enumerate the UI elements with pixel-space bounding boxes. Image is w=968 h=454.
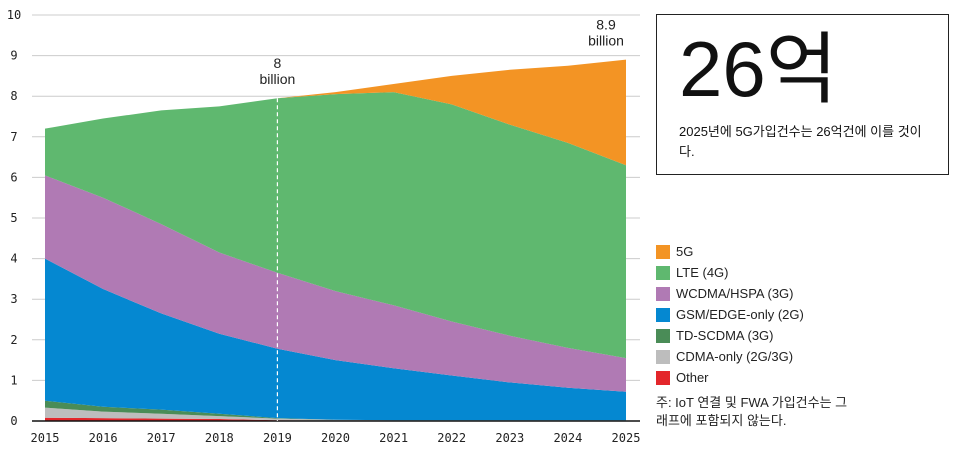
y-tick-label: 9 xyxy=(10,49,17,63)
legend-swatch xyxy=(656,370,670,385)
callout-text: 2025년에 5G가입건수는 26억건에 이를 것이다. xyxy=(679,124,922,159)
legend-label: GSM/EDGE-only (2G) xyxy=(676,307,804,322)
y-tick-label: 0 xyxy=(10,414,17,428)
legend-item: WCDMA/HSPA (3G) xyxy=(656,283,804,304)
y-tick-label: 8 xyxy=(10,89,17,103)
x-tick-label: 2019 xyxy=(263,431,292,445)
legend: 5G LTE (4G) WCDMA/HSPA (3G) GSM/EDGE-only (… xyxy=(656,241,804,388)
y-tick-label: 5 xyxy=(10,211,17,225)
legend-item: GSM/EDGE-only (2G) xyxy=(656,304,804,325)
legend-swatch xyxy=(656,286,670,301)
legend-label: CDMA-only (2G/3G) xyxy=(676,349,794,364)
area-5g xyxy=(45,59,626,166)
footnote: 주: IoT 연결 및 FWA 가입건수는 그래프에 포함되지 않는다. xyxy=(656,395,848,428)
x-tick-label: 2018 xyxy=(205,431,234,445)
x-tick-label: 2023 xyxy=(495,431,524,445)
x-tick-label: 2021 xyxy=(379,431,408,445)
legend-swatch xyxy=(656,349,670,364)
legend-item: LTE (4G) xyxy=(656,262,804,283)
y-tick-label: 2 xyxy=(10,333,17,347)
x-tick-label: 2015 xyxy=(31,431,60,445)
x-tick-label: 2022 xyxy=(437,431,466,445)
legend-swatch xyxy=(656,307,670,322)
annotation-label: billion xyxy=(588,33,624,49)
legend-label: Other xyxy=(676,370,709,385)
y-tick-label: 7 xyxy=(10,130,17,144)
annotation-label: 8.9 xyxy=(596,17,616,33)
legend-label: WCDMA/HSPA (3G) xyxy=(676,286,794,301)
area-td-scdma-3g- xyxy=(45,400,626,421)
y-tick-label: 10 xyxy=(7,8,21,22)
x-tick-label: 2020 xyxy=(321,431,350,445)
legend-item: Other xyxy=(656,367,804,388)
stacked-area-chart: 0 1 2 3 4 5 6 7 8 9 10 2015 2016 2017 2018 2019 2020 2021… xyxy=(7,8,641,445)
legend-swatch xyxy=(656,265,670,280)
annotation-label: 8 xyxy=(274,55,282,71)
area-other xyxy=(45,417,626,421)
area-wcdma-hspa-3g- xyxy=(45,175,626,392)
x-tick-label: 2017 xyxy=(147,431,176,445)
legend-swatch xyxy=(656,244,670,259)
area-gsm-edge-only-2g- xyxy=(45,258,626,421)
legend-label: 5G xyxy=(676,244,694,259)
callout-box: 26억 2025년에 5G가입건수는 26억건에 이를 것이다. xyxy=(656,14,949,175)
legend-label: TD-SCDMA (3G) xyxy=(676,328,774,343)
legend-swatch xyxy=(656,328,670,343)
x-tick-label: 2024 xyxy=(553,431,582,445)
callout-figure: 26억 xyxy=(679,25,838,113)
annotation-label: billion xyxy=(259,71,295,87)
legend-item: 5G xyxy=(656,241,804,262)
x-tick-label: 2016 xyxy=(89,431,118,445)
legend-label: LTE (4G) xyxy=(676,265,729,280)
legend-item: CDMA-only (2G/3G) xyxy=(656,346,804,367)
area-lte-4g- xyxy=(45,92,626,359)
y-tick-label: 4 xyxy=(10,252,17,266)
y-tick-label: 6 xyxy=(10,170,17,184)
y-tick-label: 3 xyxy=(10,292,17,306)
y-tick-label: 1 xyxy=(10,373,17,387)
area-cdma-only-2g-3g- xyxy=(45,407,626,421)
x-tick-label: 2025 xyxy=(612,431,641,445)
legend-item: TD-SCDMA (3G) xyxy=(656,325,804,346)
